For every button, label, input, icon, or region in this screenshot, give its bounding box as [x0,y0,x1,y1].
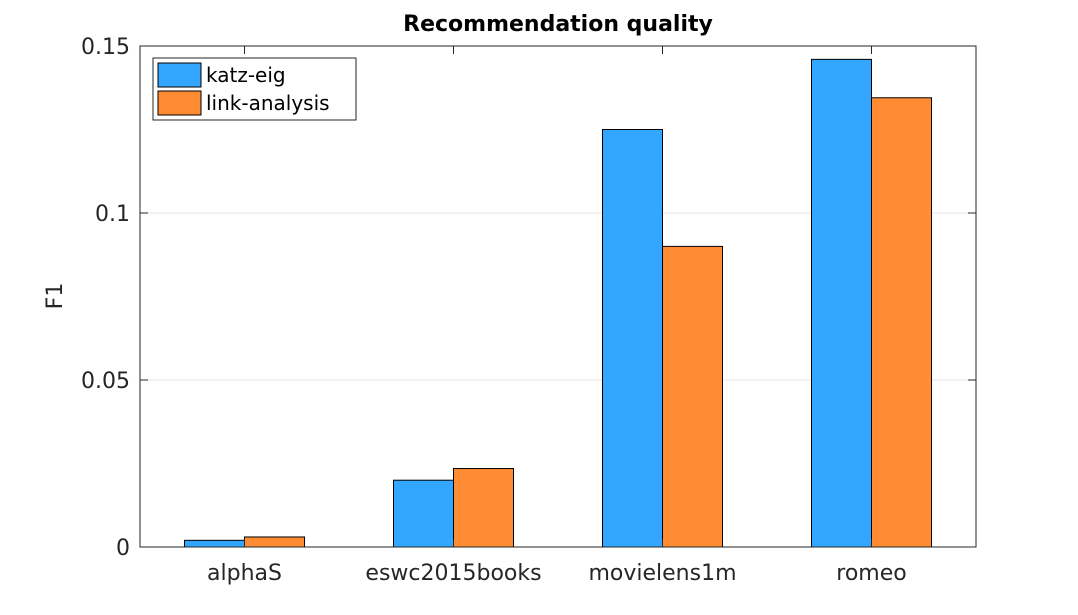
bar-katz-eig-movielens1m [602,129,663,548]
y-tick-label: 0.05 [81,369,130,394]
bar-link-analysis-romeo [871,97,932,548]
y-tick-label: 0.15 [81,35,130,60]
axis-ticks: 0 0.05 0.1 0.15 alphaS eswc2015books movielens… [81,35,976,586]
plot-frame [139,45,977,548]
y-tick-label: 0 [116,536,130,561]
legend: katz-eig link-analysis [152,57,357,121]
y-axis-label: F1 [43,283,68,310]
bar-link-analysis-alphaS [244,536,305,548]
bar-link-analysis-eswc2015books [453,468,514,548]
legend-label-katz-eig: katz-eig [206,63,286,87]
x-tick-label: movielens1m [588,561,736,586]
bar-link-analysis-movielens1m [662,245,723,548]
x-tick-label: alphaS [207,561,282,586]
x-tick-label: eswc2015books [365,561,541,586]
chart-title: Recommendation quality [403,12,713,37]
y-tick-label: 0.1 [95,202,130,227]
legend-label-link-analysis: link-analysis [206,91,330,115]
x-tick-label: romeo [836,561,906,586]
bar-katz-eig-alphaS [184,539,245,548]
legend-swatch-katz-eig [157,62,202,88]
bar-katz-eig-romeo [811,58,872,548]
bar-katz-eig-eswc2015books [393,479,454,548]
bars [184,58,932,548]
legend-swatch-link-analysis [157,90,202,116]
